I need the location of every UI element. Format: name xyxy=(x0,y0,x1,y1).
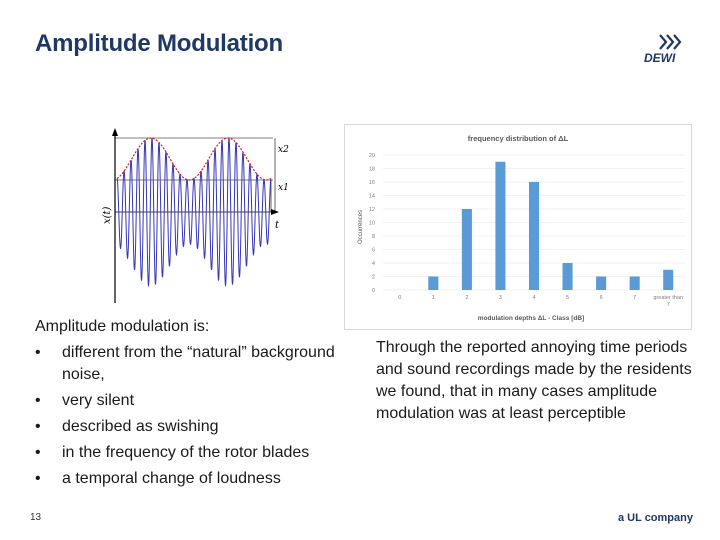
chart-bar xyxy=(495,161,506,290)
chart-bar xyxy=(428,276,439,290)
dewi-logo: DEWI xyxy=(644,34,682,65)
list-item-text: described as swishing xyxy=(62,418,219,435)
chart-bar xyxy=(663,269,674,290)
bullet-icon: • xyxy=(35,418,41,435)
chart-x-tick-label: 0 xyxy=(398,295,401,301)
chart-title: frequency distribution of ΔL xyxy=(468,134,569,143)
chart-x-tick-label: 5 xyxy=(566,295,569,301)
chart-x-tick-label: 7 xyxy=(667,302,670,308)
waveform-y-label: x(t) xyxy=(102,206,113,224)
footer-brand: a UL company xyxy=(618,512,693,524)
chart-y-tick-label: 12 xyxy=(369,207,375,213)
bullet-icon: • xyxy=(35,470,41,487)
chart-bar xyxy=(562,263,573,290)
chart-x-tick-label: 2 xyxy=(465,295,468,301)
chart-y-tick-label: 20 xyxy=(369,153,375,159)
waveform-carrier-signal xyxy=(116,137,272,288)
waveform-level-x1-label: x1 xyxy=(278,183,289,193)
waveform-level-x2-label: x2 xyxy=(278,145,289,155)
chart-y-tick-label: 14 xyxy=(369,194,375,200)
logo-mark-icon xyxy=(659,34,682,50)
amplitude-modulation-description: Amplitude modulation is: • different from… xyxy=(35,316,355,494)
chart-x-tick-label: 4 xyxy=(532,295,535,301)
list-item-text: different from the “natural” background … xyxy=(62,344,335,383)
list-item: • very silent xyxy=(35,390,355,412)
chart-y-tick-label: 16 xyxy=(369,180,375,186)
logo-wordmark: DEWI xyxy=(644,51,676,65)
chart-y-tick-label: 6 xyxy=(372,248,375,254)
page-number: 13 xyxy=(30,512,42,523)
frequency-distribution-chart: frequency distribution of ΔL Occurrences… xyxy=(344,124,692,330)
amplitude-waveform-figure: x(t) t x2 x1 xyxy=(102,128,289,303)
list-item: • described as swishing xyxy=(35,416,355,438)
findings-paragraph: Through the reported annoying time perio… xyxy=(376,339,692,422)
list-item-text: in the frequency of the rotor blades xyxy=(62,444,310,461)
chart-y-tick-label: 4 xyxy=(372,261,375,267)
chart-x-tick-label: 1 xyxy=(432,295,435,301)
list-item-text: a temporal change of loudness xyxy=(62,470,281,487)
chart-y-tick-label: 10 xyxy=(369,221,375,227)
list-item: • in the frequency of the rotor blades xyxy=(35,442,355,464)
chart-x-tick-label: 6 xyxy=(600,295,603,301)
description-bullet-list: • different from the “natural” background… xyxy=(35,342,355,490)
description-intro: Amplitude modulation is: xyxy=(35,318,210,335)
chart-x-label: modulation depths ΔL - Class [dB] xyxy=(478,315,584,322)
chart-bar xyxy=(461,209,472,290)
bullet-icon: • xyxy=(35,392,41,409)
chart-bar xyxy=(629,276,640,290)
chart-y-label: Occurrences xyxy=(358,210,364,244)
chart-y-tick-label: 0 xyxy=(372,288,375,294)
chart-bar xyxy=(596,276,607,290)
slide-title: Amplitude Modulation xyxy=(35,30,283,57)
chart-bar xyxy=(528,182,540,290)
list-item: • a temporal change of loudness xyxy=(35,468,355,490)
chart-x-tick-label: 3 xyxy=(499,295,502,301)
waveform-x-label: t xyxy=(275,220,280,231)
list-item: • different from the “natural” background… xyxy=(35,342,355,386)
list-item-text: very silent xyxy=(62,392,135,409)
bar-chart-svg: frequency distribution of ΔL Occurrences… xyxy=(358,134,685,322)
waveform-envelope xyxy=(116,137,272,181)
chart-x-tick-label: 7 xyxy=(633,295,636,301)
chart-y-tick-label: 8 xyxy=(372,234,375,240)
chart-y-tick-label: 18 xyxy=(369,167,375,173)
waveform-y-axis-arrow-icon xyxy=(112,128,118,136)
bullet-icon: • xyxy=(35,444,41,461)
chart-y-tick-label: 2 xyxy=(372,275,375,281)
chart-x-tick-label: greater than xyxy=(653,295,683,301)
bullet-icon: • xyxy=(35,344,41,361)
